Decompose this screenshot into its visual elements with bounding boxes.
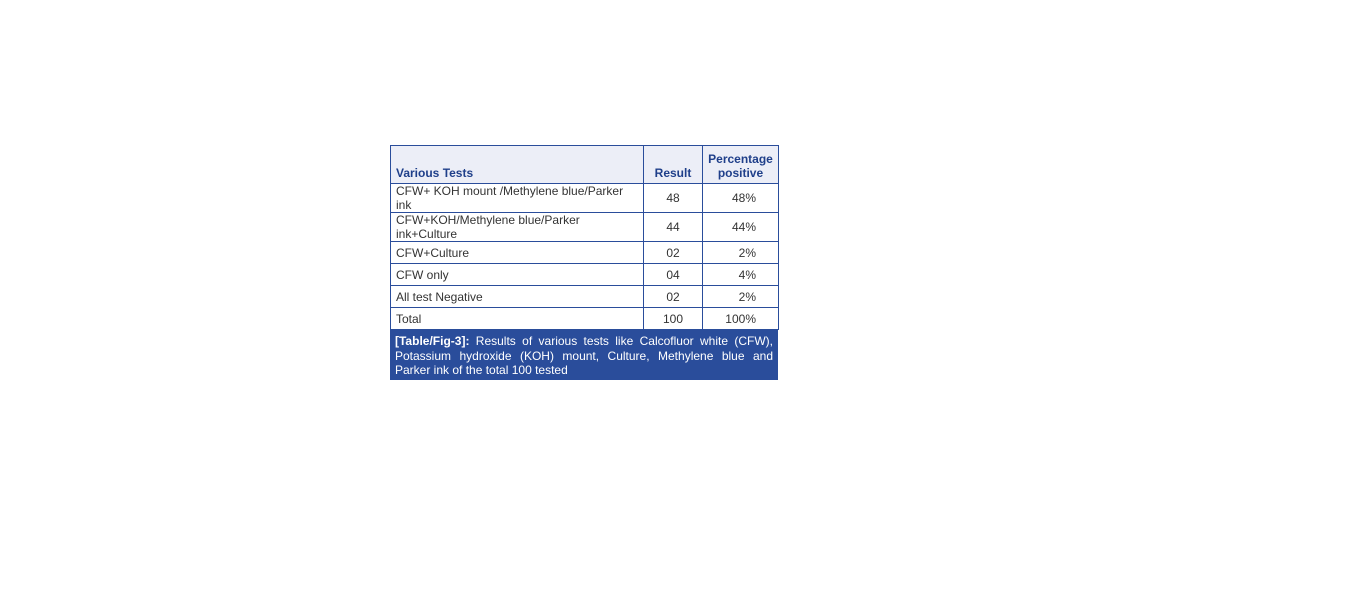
table-cell: 04 (643, 263, 703, 286)
table-cell: CFW+KOH/Methylene blue/Parker ink+Cultur… (390, 212, 644, 242)
table-cell: 4% (702, 263, 779, 286)
header-row: Various Tests Result Percentage positive (390, 145, 779, 184)
table-cell: CFW+Culture (390, 241, 644, 264)
table-row: Total 100 100% (390, 307, 779, 330)
table-cell: 44 (643, 212, 703, 242)
table-cell: 48% (702, 183, 779, 213)
table-cell: CFW+ KOH mount /Methylene blue/Parker in… (390, 183, 644, 213)
table-cell: 48 (643, 183, 703, 213)
table-row: CFW only 04 4% (390, 263, 779, 286)
table-cell: Total (390, 307, 644, 330)
header-cell: Various Tests (390, 145, 644, 184)
table-row: All test Negative 02 2% (390, 285, 779, 308)
table-cell: 02 (643, 285, 703, 308)
table-cell: 100% (702, 307, 779, 330)
table-row: CFW+ KOH mount /Methylene blue/Parker in… (390, 183, 779, 213)
header-cell: Percentage positive (702, 145, 779, 184)
caption-label: [Table/Fig-3]: (395, 334, 470, 348)
caption: [Table/Fig-3]: Results of various tests … (390, 330, 778, 380)
table-row: CFW+KOH/Methylene blue/Parker ink+Cultur… (390, 212, 779, 242)
table-figure: Various Tests Result Percentage positive… (390, 145, 779, 380)
table-row: CFW+Culture 02 2% (390, 241, 779, 264)
table-cell: 02 (643, 241, 703, 264)
table-cell: 2% (702, 241, 779, 264)
table-cell: 100 (643, 307, 703, 330)
caption-text: Results of various tests like Calcofluor… (395, 334, 773, 377)
results-table: Various Tests Result Percentage positive… (390, 145, 779, 330)
table-cell: 44% (702, 212, 779, 242)
table-cell: All test Negative (390, 285, 644, 308)
table-cell: CFW only (390, 263, 644, 286)
header-cell: Result (643, 145, 703, 184)
table-body: CFW+ KOH mount /Methylene blue/Parker in… (390, 183, 779, 330)
table-cell: 2% (702, 285, 779, 308)
